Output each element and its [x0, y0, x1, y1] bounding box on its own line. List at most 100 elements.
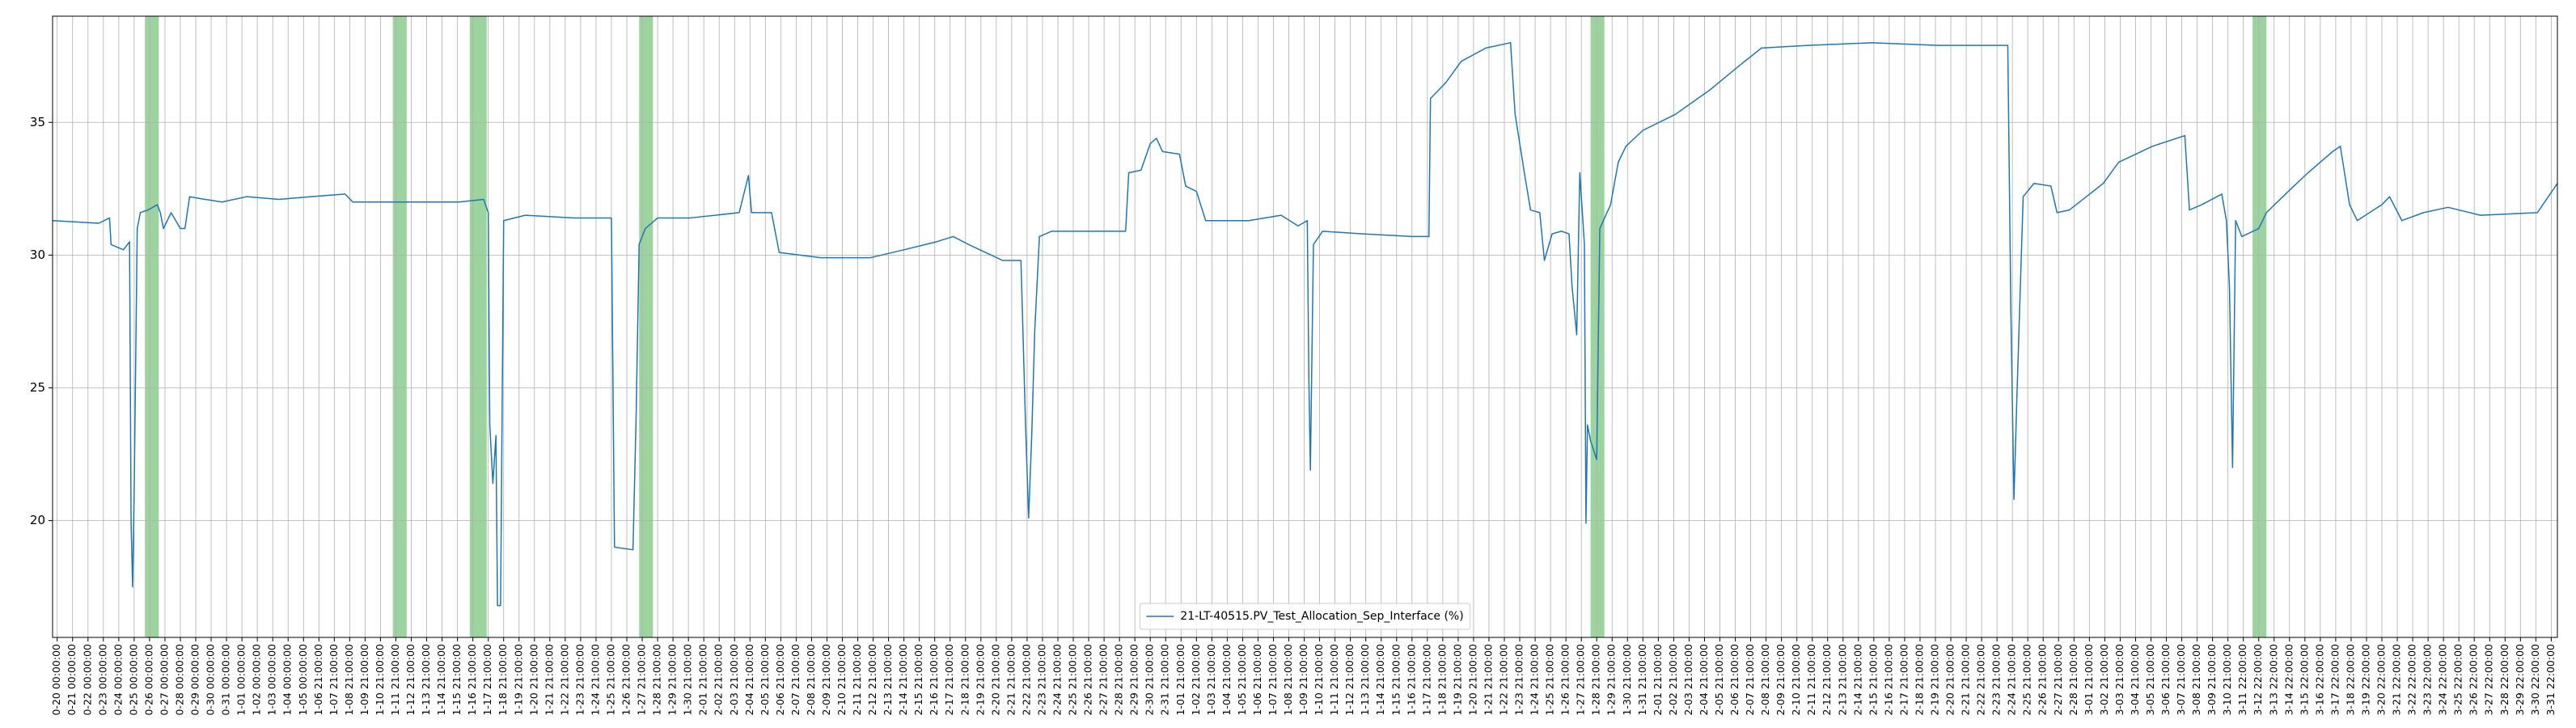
x-tick-label: 1-10 21:00:00 — [1313, 644, 1325, 716]
x-tick-label: 3-20 22:00:00 — [2375, 644, 2388, 716]
x-tick-label: 2-04 21:00:00 — [743, 644, 755, 716]
x-tick-label: 3-23 22:00:00 — [2422, 644, 2434, 716]
x-tick-label: 0-31 00:00:00 — [220, 644, 232, 716]
highlight-span — [639, 16, 654, 637]
x-tick-label: 1-22 21:00:00 — [558, 644, 570, 716]
x-tick-label: 3-21 22:00:00 — [2391, 644, 2403, 716]
highlight-span — [392, 16, 407, 637]
x-tick-label: 0-30 00:00:00 — [205, 644, 217, 716]
x-tick-label: 2-20 21:00:00 — [989, 644, 1001, 716]
legend: 21-LT-40515.PV_Test_Allocation_Sep_Inter… — [1139, 603, 1471, 630]
x-tick-label: 3-12 22:00:00 — [2252, 644, 2264, 716]
x-tick-label: 1-22 21:00:00 — [1498, 644, 1510, 716]
x-tick-label: 2-09 21:00:00 — [820, 644, 832, 716]
x-tick-label: 1-10 21:00:00 — [374, 644, 386, 716]
x-tick-label: 0-29 00:00:00 — [189, 644, 201, 716]
x-tick-label: 0-21 00:00:00 — [66, 644, 78, 716]
x-tick-label: 1-15 21:00:00 — [450, 644, 463, 716]
x-tick-label: 2-26 21:00:00 — [1082, 644, 1094, 716]
x-tick-label: 1-09 21:00:00 — [358, 644, 370, 716]
x-tick-label: 2-18 21:00:00 — [1913, 644, 1925, 716]
x-tick-label: 0-26 00:00:00 — [142, 644, 154, 716]
x-tick-label: 2-22 21:00:00 — [1975, 644, 1987, 716]
x-tick-label: 2-22 21:00:00 — [1020, 644, 1032, 716]
legend-box — [1139, 603, 1471, 630]
x-tick-label: 2-18 21:00:00 — [958, 644, 971, 716]
x-tick-label: 2-24 21:00:00 — [1051, 644, 1063, 716]
x-tick-label: 2-04 21:00:00 — [1698, 644, 1710, 716]
x-tick-label: 1-14 21:00:00 — [435, 644, 447, 716]
x-tick-label: 3-30 22:00:00 — [2529, 644, 2541, 716]
x-tick-label: 1-01 00:00:00 — [235, 644, 247, 716]
x-tick-label: 2-31 21:00:00 — [1159, 644, 1171, 716]
plot-frame — [52, 15, 2558, 638]
x-tick-label: 3-31 22:00:00 — [2544, 644, 2557, 716]
x-tick-label: 1-03 21:00:00 — [1205, 644, 1217, 716]
highlight-span — [2252, 16, 2267, 637]
x-tick-label: 2-15 21:00:00 — [1867, 644, 1879, 716]
x-tick-label: 1-25 21:00:00 — [604, 644, 616, 716]
x-tick-label: 1-05 00:00:00 — [297, 644, 309, 716]
x-tick-label: 2-21 21:00:00 — [1960, 644, 1972, 716]
x-tick-label: 2-16 21:00:00 — [1882, 644, 1894, 716]
x-tick-label: 1-19 21:00:00 — [512, 644, 524, 716]
x-tick-label: 3-25 22:00:00 — [2452, 644, 2464, 716]
x-tick-label: 2-19 21:00:00 — [974, 644, 986, 716]
x-tick-label: 1-27 21:00:00 — [1575, 644, 1587, 716]
x-tick-label: 1-05 21:00:00 — [1236, 644, 1248, 716]
x-tick-label: 2-03 21:00:00 — [728, 644, 740, 716]
highlight-span — [469, 16, 487, 637]
x-tick-label: 1-17 21:00:00 — [481, 644, 493, 716]
x-tick-label: 1-24 21:00:00 — [589, 644, 601, 716]
x-tick-label: 2-20 21:00:00 — [1944, 644, 1956, 716]
x-tick-label: 2-08 21:00:00 — [805, 644, 817, 716]
x-tick-label: 2-23 21:00:00 — [1990, 644, 2003, 716]
x-tick-label: 1-02 21:00:00 — [1190, 644, 1202, 716]
x-tick-label: 2-25 21:00:00 — [1067, 644, 1079, 716]
x-tick-label: 3-15 22:00:00 — [2298, 644, 2310, 716]
x-tick-label: 2-17 21:00:00 — [1897, 644, 1910, 716]
x-tick-label: 1-13 21:00:00 — [1359, 644, 1371, 716]
x-tick-label: 0-27 00:00:00 — [158, 644, 170, 716]
x-tick-label: 2-30 21:00:00 — [1144, 644, 1156, 716]
x-tick-label: 2-13 21:00:00 — [1836, 644, 1848, 716]
x-tick-label: 3-10 21:00:00 — [2221, 644, 2233, 716]
x-tick-label: 1-11 21:00:00 — [389, 644, 401, 716]
x-tick-label: 2-24 21:00:00 — [2006, 644, 2018, 716]
x-tick-label: 3-06 21:00:00 — [2159, 644, 2172, 716]
x-tick-label: 1-14 21:00:00 — [1374, 644, 1386, 716]
x-tick-label: 3-29 22:00:00 — [2514, 644, 2526, 716]
x-tick-label: 3-26 22:00:00 — [2468, 644, 2480, 716]
x-tick-label: 3-16 22:00:00 — [2313, 644, 2325, 716]
x-tick-label: 1-09 21:00:00 — [1297, 644, 1309, 716]
x-tick-label: 2-13 21:00:00 — [882, 644, 894, 716]
x-tick-label: 0-22 00:00:00 — [81, 644, 93, 716]
x-tick-label: 0-25 00:00:00 — [127, 644, 139, 716]
x-tick-label: 1-26 21:00:00 — [1559, 644, 1571, 716]
x-tick-label: 0-23 00:00:00 — [96, 644, 108, 716]
x-tick-label: 1-19 21:00:00 — [1451, 644, 1463, 716]
x-tick-label: 3-22 22:00:00 — [2406, 644, 2418, 716]
x-tick-label: 2-02 21:00:00 — [713, 644, 725, 716]
x-tick-label: 2-19 21:00:00 — [1928, 644, 1940, 716]
x-tick-label: 3-18 22:00:00 — [2344, 644, 2356, 716]
x-tick-label: 2-15 21:00:00 — [912, 644, 924, 716]
x-tick-label: 1-21 21:00:00 — [543, 644, 555, 716]
data-line — [52, 42, 2558, 607]
x-tick-label: 3-11 22:00:00 — [2236, 644, 2248, 716]
x-tick-label: 3-02 21:00:00 — [2098, 644, 2110, 716]
x-tick-label: 2-16 21:00:00 — [928, 644, 940, 716]
x-tick-label: 2-09 21:00:00 — [1774, 644, 1787, 716]
x-tick-label: 2-25 21:00:00 — [2021, 644, 2033, 716]
x-tick-label: 1-12 21:00:00 — [1343, 644, 1356, 716]
x-tick-label: 2-12 21:00:00 — [866, 644, 878, 716]
x-tick-label: 2-03 21:00:00 — [1682, 644, 1694, 716]
x-tick-label: 2-05 21:00:00 — [759, 644, 771, 716]
x-tick-label: 2-27 21:00:00 — [2052, 644, 2064, 716]
x-tick-label: 3-08 21:00:00 — [2190, 644, 2202, 716]
x-tick-label: 3-09 21:00:00 — [2206, 644, 2218, 716]
x-tick-label: 1-07 21:00:00 — [328, 644, 340, 716]
x-tick-label: 2-05 21:00:00 — [1713, 644, 1725, 716]
x-tick-label: 2-14 21:00:00 — [897, 644, 909, 716]
x-tick-label: 0-24 00:00:00 — [112, 644, 124, 716]
